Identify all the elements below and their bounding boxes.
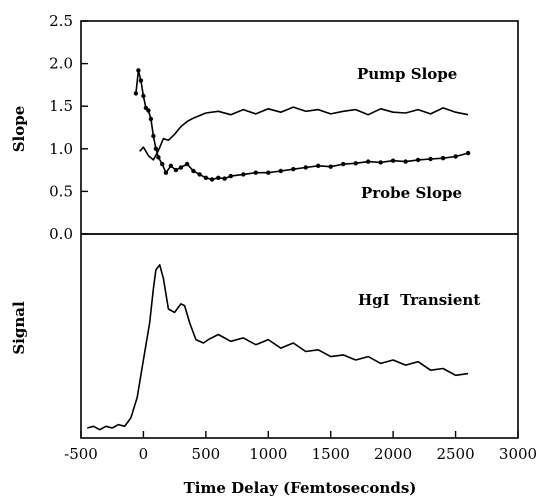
- probe-slope-point: [378, 160, 383, 165]
- probe-slope-point: [303, 165, 308, 170]
- probe-slope-point: [440, 156, 446, 161]
- probe-slope-point: [241, 172, 246, 177]
- probe-slope-point: [222, 176, 227, 181]
- hgi-transient-line: [86, 264, 469, 431]
- x-tick-label: -500: [64, 445, 98, 463]
- probe-slope-point: [133, 91, 139, 96]
- probe-slope-point: [328, 164, 333, 169]
- probe-slope-point: [151, 133, 156, 139]
- probe-slope-point: [253, 170, 258, 175]
- probe-slope-point: [138, 78, 144, 83]
- y-tick-label: 2.5: [49, 12, 73, 30]
- x-tick-label: 2500: [436, 445, 474, 463]
- probe-slope-point: [160, 161, 165, 167]
- probe-slope-label: Probe Slope: [361, 184, 462, 202]
- plot-frame: [80, 20, 519, 439]
- y-tick-label: 0.5: [49, 182, 73, 200]
- probe-slope-point: [465, 150, 471, 156]
- x-tick-label: 1500: [312, 445, 350, 463]
- x-axis: -500 0 500 1000 1500 2000 2500 3000: [64, 431, 537, 463]
- probe-slope-point: [148, 116, 154, 122]
- x-tick-label: 0: [139, 445, 149, 463]
- probe-slope-point: [197, 172, 202, 177]
- probe-slope-point: [316, 163, 321, 168]
- probe-slope-point: [266, 170, 271, 175]
- probe-slope-point: [209, 177, 215, 182]
- probe-slope-point: [353, 161, 358, 166]
- probe-slope-point: [453, 154, 458, 159]
- probe-slope-point: [366, 159, 371, 164]
- probe-slope-point: [178, 165, 184, 170]
- y-axis-title-signal: Signal: [10, 301, 28, 355]
- probe-slope-point: [136, 68, 141, 73]
- probe-slope-point: [291, 167, 296, 172]
- top-y-axis: 0.0 0.5 1.0 1.5 2.0 2.5: [49, 12, 88, 243]
- probe-slope-point: [390, 158, 396, 163]
- probe-slope-point: [228, 173, 233, 179]
- probe-slope-point: [163, 170, 169, 175]
- probe-slope-point: [203, 175, 209, 180]
- x-tick-label: 1000: [249, 445, 287, 463]
- probe-slope-point: [428, 156, 433, 162]
- x-tick-label: 3000: [499, 445, 537, 463]
- y-tick-label: 1.0: [49, 140, 73, 158]
- y-tick-label: 1.5: [49, 97, 73, 115]
- probe-slope-point: [173, 167, 179, 173]
- probe-slope-point: [415, 157, 421, 163]
- probe-slope-point: [141, 93, 146, 99]
- probe-slope-point: [216, 175, 221, 180]
- probe-slope-point: [168, 163, 174, 168]
- probe-slope-point: [191, 168, 196, 174]
- y-tick-label: 2.0: [49, 55, 73, 73]
- series-layer: [86, 68, 471, 431]
- probe-slope-point: [156, 155, 161, 160]
- hgi-transient-label: HgI Transient: [358, 291, 480, 309]
- probe-slope-point: [184, 161, 190, 167]
- probe-slope-point: [153, 146, 159, 151]
- y-axis-title-slope: Slope: [10, 106, 28, 153]
- x-axis-title: Time Delay (Femtoseconds): [184, 479, 417, 497]
- y-tick-label: 0.0: [49, 225, 73, 243]
- pump-slope-line: [139, 106, 469, 161]
- probe-slope-point: [146, 108, 151, 113]
- x-tick-label: 500: [192, 445, 221, 463]
- probe-slope-point: [278, 168, 283, 174]
- probe-slope-point: [403, 159, 408, 164]
- probe-slope-point: [341, 161, 346, 167]
- x-tick-label: 2000: [374, 445, 412, 463]
- pump-slope-label: Pump Slope: [357, 65, 457, 83]
